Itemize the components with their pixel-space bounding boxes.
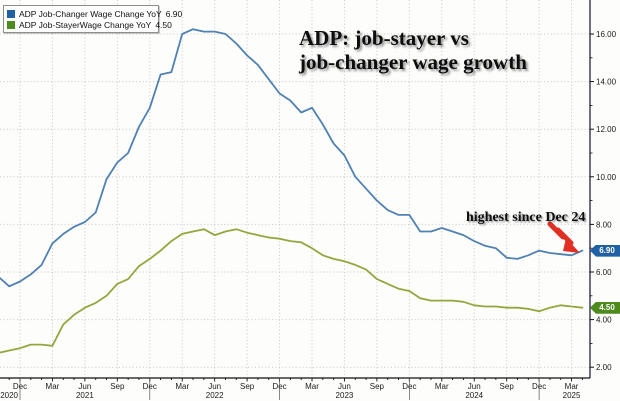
y-tick-label: 16.00 [596, 30, 617, 39]
x-tick-label: Jun [78, 382, 91, 391]
line-job-stayer [0, 228, 584, 354]
axes [0, 0, 591, 379]
x-tick-label: Sep [370, 382, 385, 391]
x-tick-label: Mar [46, 382, 60, 391]
legend-label-job-stayer: ADP Job-StayerWage Change YoY [19, 19, 152, 30]
x-tick-label: Sep [500, 382, 515, 391]
year-label: 2023 [336, 391, 354, 400]
chart-title: ADP: job-stayer vs job-changer wage grow… [299, 26, 527, 74]
x-tick-label: Jun [338, 382, 351, 391]
x-axis-ticks: Dec Mar Jun Sep Dec Mar Jun Sep Dec Mar Jun Sep Dec M… [0, 378, 583, 400]
annotation-arrow-icon [547, 221, 580, 253]
y-tick-label: 12.00 [596, 125, 617, 134]
legend-row-job-changer: ADP Job-Changer Wage Change YoY 6.90 [7, 8, 182, 19]
legend-row-job-stayer: ADP Job-StayerWage Change YoY 4.50 [7, 19, 172, 30]
year-label: 2024 [465, 391, 483, 400]
job-changer-swatch-icon [7, 9, 15, 18]
y-tick-label: 14.00 [596, 78, 617, 87]
job-stayer-swatch-icon [7, 20, 15, 29]
chart-legend: ADP Job-Changer Wage Change YoY 6.90 ADP… [3, 5, 182, 33]
legend-value-job-changer: 6.90 [165, 8, 183, 19]
legend-value-job-stayer: 4.50 [155, 19, 172, 30]
last-value-badge-job-stayer: 4.50 [590, 301, 620, 314]
year-label: 2020 [0, 391, 18, 400]
chart-title-line-1: ADP: job-stayer vs [299, 26, 469, 50]
year-label: 2022 [206, 391, 224, 400]
y-tick-label: 8.00 [596, 220, 612, 229]
line-job-changer [0, 28, 584, 288]
y-axis-ticks: 2.00 4.00 6.00 8.00 10.00 12.00 14.00 16.00 [590, 30, 617, 372]
year-label: 2021 [76, 391, 94, 400]
y-tick-label: 10.00 [596, 173, 617, 182]
x-tick-label: Mar [565, 382, 579, 391]
x-tick-label: Jun [208, 382, 221, 391]
x-tick-label: Jun [468, 382, 481, 391]
x-tick-label: Mar [305, 382, 319, 391]
y-tick-label: 6.00 [596, 268, 612, 277]
x-tick-label: Sep [110, 382, 125, 391]
x-tick-label: Mar [435, 382, 449, 391]
y-tick-label: 4.00 [596, 316, 612, 325]
y-tick-label: 2.00 [596, 363, 612, 372]
annotation-highest-since: highest since Dec 24 [466, 210, 586, 225]
x-tick-label: Sep [240, 382, 255, 391]
last-value-badge-job-changer: 6.90 [590, 244, 620, 257]
year-label: 2025 [563, 391, 581, 400]
chart-title-line-2: job-changer wage growth [299, 50, 527, 74]
legend-label-job-changer: ADP Job-Changer Wage Change YoY [19, 8, 162, 19]
x-tick-label: Mar [175, 382, 189, 391]
